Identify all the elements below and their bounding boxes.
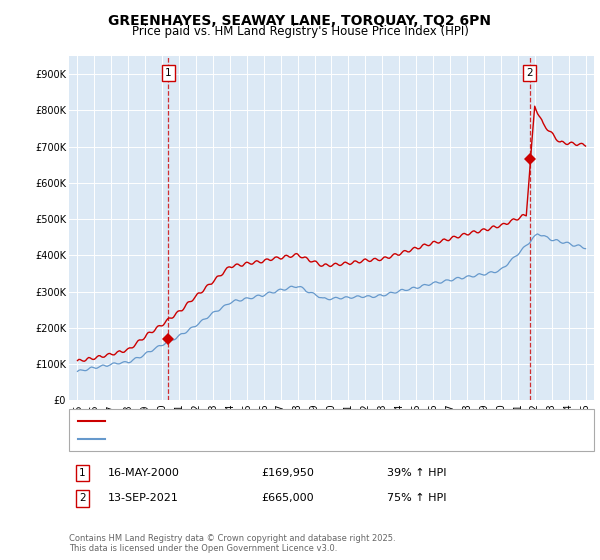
Text: 2: 2 [79, 493, 86, 503]
Text: GREENHAYES, SEAWAY LANE, TORQUAY, TQ2 6PN: GREENHAYES, SEAWAY LANE, TORQUAY, TQ2 6P… [109, 14, 491, 28]
Text: GREENHAYES, SEAWAY LANE, TORQUAY, TQ2 6PN (detached house): GREENHAYES, SEAWAY LANE, TORQUAY, TQ2 6P… [111, 416, 463, 426]
Text: 16-MAY-2000: 16-MAY-2000 [108, 468, 180, 478]
Text: £169,950: £169,950 [261, 468, 314, 478]
Text: 13-SEP-2021: 13-SEP-2021 [108, 493, 179, 503]
Text: 39% ↑ HPI: 39% ↑ HPI [387, 468, 446, 478]
Text: 1: 1 [79, 468, 86, 478]
Text: £665,000: £665,000 [261, 493, 314, 503]
Text: Contains HM Land Registry data © Crown copyright and database right 2025.
This d: Contains HM Land Registry data © Crown c… [69, 534, 395, 553]
Text: 75% ↑ HPI: 75% ↑ HPI [387, 493, 446, 503]
Text: 1: 1 [165, 68, 172, 78]
Text: 2: 2 [527, 68, 533, 78]
Text: Price paid vs. HM Land Registry's House Price Index (HPI): Price paid vs. HM Land Registry's House … [131, 25, 469, 38]
Text: HPI: Average price, detached house, Torbay: HPI: Average price, detached house, Torb… [111, 434, 338, 444]
